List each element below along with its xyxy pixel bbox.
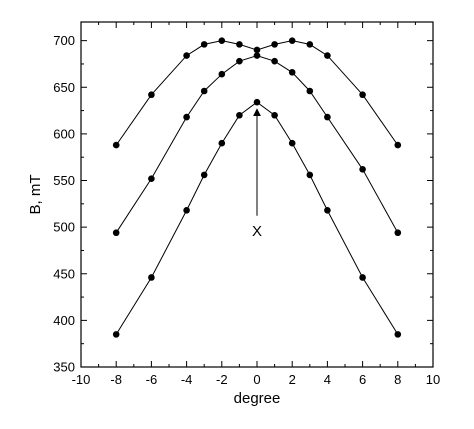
x-tick-label: -10 [72,372,91,387]
series-points-layer [112,37,402,338]
x-tick-label: 4 [324,372,331,387]
data-point [288,37,296,44]
data-point [253,52,261,59]
data-point [253,46,261,54]
axis-text-layer: degree B, mT [27,175,280,408]
data-point [148,274,155,281]
x-tick-label: 0 [253,372,260,387]
axis-ticks-layer: -10 -8 -6 -4 -2 0 2 4 6 8 10 350 400 450 500 550 600 650 7… [53,22,440,387]
data-point [200,87,208,95]
data-point [324,113,331,121]
y-tick-label: 700 [53,33,75,48]
annotation-label: X [252,223,262,240]
data-point [183,113,190,121]
data-point [148,175,155,182]
data-point [218,139,226,147]
x-axis-label: degree [234,390,281,407]
data-point [288,139,296,147]
x-tick-label: 6 [359,372,366,387]
x-tick-label: 8 [394,372,401,387]
y-tick-label: 600 [53,126,75,141]
y-tick-label: 350 [53,360,75,375]
data-point [394,331,402,338]
x-tick-label: -8 [110,372,122,387]
data-point [324,52,331,59]
data-point [183,52,190,59]
data-point [112,331,120,338]
y-tick-label: 550 [53,173,75,188]
data-point [306,41,314,48]
data-point [148,91,155,99]
y-axis-label: B, mT [27,175,44,215]
x-tick-label: 2 [289,372,296,387]
data-point [324,207,331,214]
y-tick-label: 450 [53,266,75,281]
x-tick-label: -2 [216,372,228,387]
data-point [271,111,278,119]
y-tick-label: 650 [53,80,75,95]
annotation-layer: X [252,108,262,240]
data-point [306,87,314,95]
x-tick-label: -4 [181,372,193,387]
data-point [253,98,261,106]
data-point [288,69,296,76]
y-tick-label: 500 [53,220,75,235]
data-point [218,70,226,78]
data-point [394,141,402,149]
data-point [218,37,226,44]
y-tick-label: 400 [53,313,75,328]
data-point [271,41,278,48]
data-point [200,41,208,48]
data-point [359,166,366,173]
data-point [359,274,366,281]
data-point [271,57,278,65]
data-point [112,141,120,149]
x-tick-label: 10 [426,372,440,387]
data-point [112,229,120,237]
data-point [359,91,366,99]
data-point [200,171,208,179]
data-point [236,41,243,48]
data-point [236,57,243,65]
data-point [183,207,190,214]
data-point [236,111,243,119]
x-tick-label: -6 [146,372,158,387]
data-point [306,171,314,179]
data-point [394,229,402,237]
